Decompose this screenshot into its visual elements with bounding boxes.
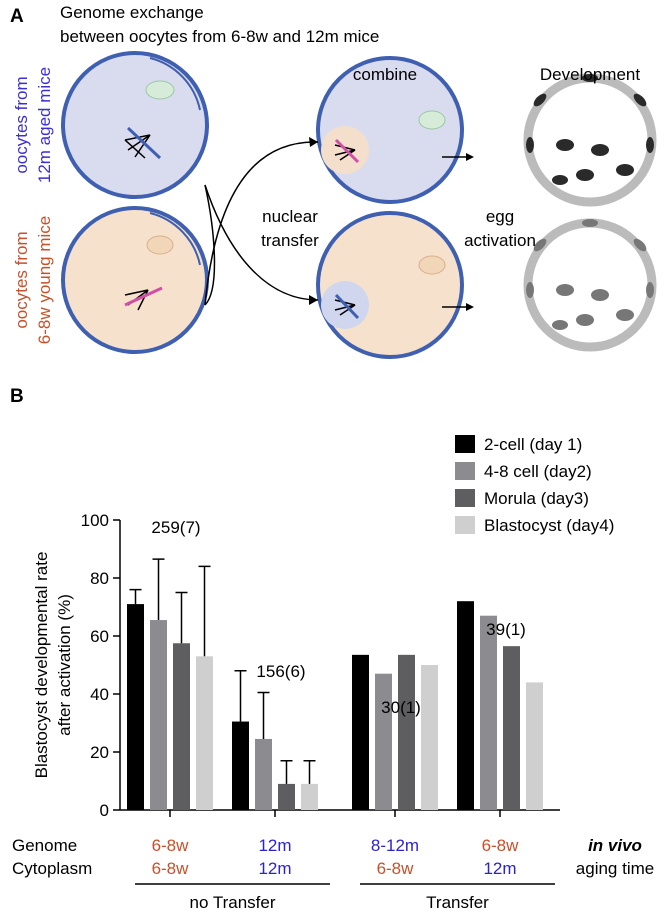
y-tick-label: 60 [90,627,109,646]
x-tick-label: 6-8w [152,859,190,878]
bar [301,783,318,810]
step-label: activation [464,231,536,250]
legend-label: 4-8 cell (day2) [484,462,592,481]
panel-title: Genome exchange [60,3,204,22]
annotation: 156(6) [256,662,305,681]
annotation: 30(1) [381,698,421,717]
bar [196,656,213,810]
bar [255,738,272,810]
group-label: Transfer [426,893,489,912]
error-bar [234,670,247,722]
bar [150,620,167,810]
bar [278,783,295,810]
y-tick-label: 80 [90,569,109,588]
error-bar [175,591,188,644]
bar [127,604,144,810]
step-label: egg [486,207,514,226]
error-bar [257,691,270,739]
bar [173,643,190,810]
row-label: Genome [12,836,77,855]
y-axis-label: after activation (%) [55,594,74,736]
oocyte-label: oocytes from [12,231,31,328]
bar [375,673,392,810]
legend-swatch [455,462,475,480]
x-tick-label: 6-8w [377,859,415,878]
bar [526,682,543,810]
x-tick-label: 12m [258,836,291,855]
y-tick-label: 40 [90,685,109,704]
x-tick-label: 8-12m [371,836,419,855]
right-label: in vivo [588,836,642,855]
error-bar [152,558,165,621]
bar [480,615,497,810]
bar [352,654,369,810]
error-bar [280,759,293,784]
legend-swatch [455,489,475,507]
step-label: transfer [261,231,319,250]
y-axis-label: Blastocyst developmental rate [32,552,51,779]
x-tick-label: 6-8w [482,836,520,855]
legend-label: Blastocyst (day4) [484,516,614,535]
error-bar [303,759,316,784]
legend-label: Morula (day3) [484,489,589,508]
step-label: Development [540,65,640,84]
panel-letter: A [10,6,24,27]
y-tick-label: 100 [81,511,109,530]
bar [503,646,520,810]
x-tick-label: 12m [483,859,516,878]
y-tick-label: 20 [90,743,109,762]
annotation: 39(1) [486,620,526,639]
step-label: combine [353,65,417,84]
x-tick-label: 12m [258,859,291,878]
bar [457,601,474,810]
bar [421,665,438,810]
bar [232,721,249,810]
annotation: 259(7) [151,518,200,537]
legend-swatch [455,516,475,534]
oocyte-diagram [61,51,657,359]
error-bar [198,565,211,657]
right-label: aging time [576,859,654,878]
bar [398,654,415,810]
legend-swatch [455,435,475,453]
group-label: no Transfer [190,893,276,912]
panel-letter: B [10,386,24,407]
oocyte-label: oocytes from [12,76,31,173]
oocyte-label: 12m aged mice [35,67,54,183]
oocyte-label: 6-8w young mice [35,216,54,345]
row-label: Cytoplasm [12,859,92,878]
panel-title: between oocytes from 6-8w and 12m mice [60,27,379,46]
y-tick-label: 0 [100,801,109,820]
x-tick-label: 6-8w [152,836,190,855]
legend-label: 2-cell (day 1) [484,435,582,454]
error-bar [129,588,142,605]
step-label: nuclear [262,207,318,226]
